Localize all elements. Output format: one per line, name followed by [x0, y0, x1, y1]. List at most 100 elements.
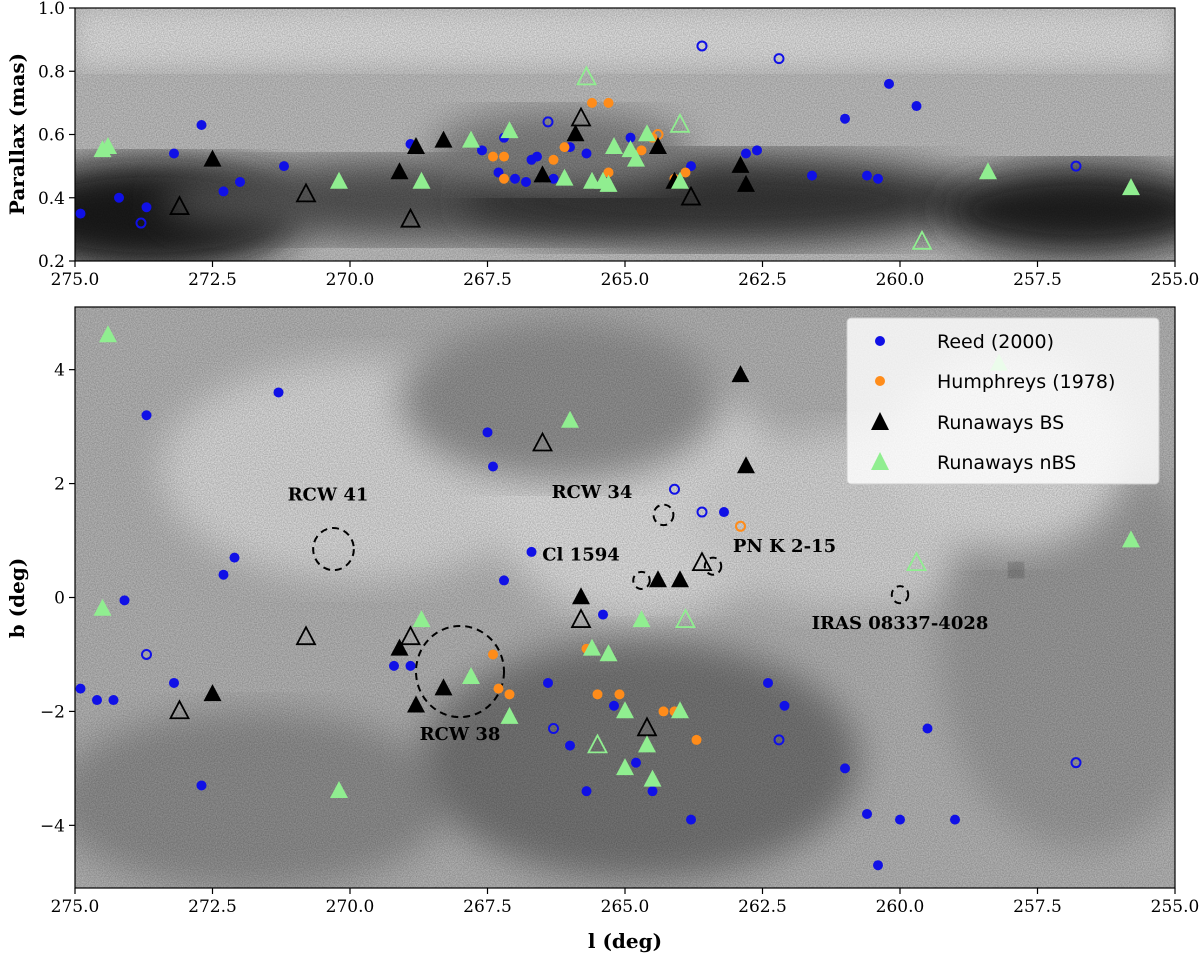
data-point-blue	[141, 202, 152, 213]
y-tick-label: 0.2	[38, 252, 65, 272]
data-point-blue	[625, 132, 636, 143]
data-point-black	[203, 149, 222, 167]
data-point-black	[407, 695, 425, 713]
region-label-iras: IRAS 08337-4028	[812, 613, 989, 634]
x-tick-label: 262.5	[738, 897, 787, 917]
data-point-blue	[873, 860, 883, 871]
data-point-blue	[895, 814, 905, 825]
data-point-black	[572, 587, 590, 605]
data-point-black	[390, 638, 409, 656]
data-point-black-open	[636, 716, 658, 737]
data-point-blue	[488, 461, 498, 472]
data-point-blue	[840, 113, 850, 124]
data-point-blue	[141, 410, 152, 421]
y-tick-label: 0.6	[38, 126, 65, 146]
data-point-blue	[196, 780, 207, 791]
data-point-blue	[581, 148, 592, 159]
data-point-lightgreen-open	[669, 112, 691, 133]
data-point-blue	[235, 176, 245, 187]
data-point-lightgreen	[99, 325, 117, 343]
data-point-blue	[862, 170, 872, 181]
data-point-blue	[75, 208, 86, 219]
data-point-blue	[598, 609, 608, 620]
data-point-blue	[405, 660, 416, 671]
legend-marker-nbs	[871, 452, 889, 470]
data-point-blue-open	[141, 648, 152, 660]
data-point-blue	[499, 575, 509, 586]
x-tick-label: 267.5	[463, 270, 512, 290]
data-point-blue	[911, 101, 922, 112]
data-point-blue-open	[135, 217, 147, 229]
bottom-panel-points	[75, 325, 1140, 871]
x-tick-label: 265.0	[601, 897, 650, 917]
data-point-orange	[488, 151, 498, 162]
y-tick-label: 0	[54, 589, 65, 609]
data-point-blue-open	[1070, 757, 1082, 769]
data-point-blue	[609, 700, 619, 711]
y-tick-label: 1.0	[38, 0, 65, 19]
data-point-blue	[532, 151, 542, 162]
legend-label-bs: Runaways BS	[937, 412, 1064, 434]
data-point-blue	[92, 695, 102, 706]
top-panel-background	[75, 8, 1175, 261]
x-tick-label: 275.0	[51, 270, 100, 290]
data-point-blue	[686, 814, 696, 825]
data-point-orange	[691, 734, 702, 745]
data-point-lightgreen	[330, 780, 348, 798]
x-tick-label: 270.0	[326, 270, 375, 290]
data-point-blue	[75, 683, 86, 694]
data-point-blue	[873, 173, 883, 184]
legend-label-reed: Reed (2000)	[937, 331, 1054, 353]
data-point-lightgreen	[500, 121, 519, 139]
x-tick-label: 267.5	[463, 897, 512, 917]
data-point-lightgreen	[93, 598, 112, 616]
data-point-black-open	[400, 207, 421, 228]
data-point-blue	[482, 427, 493, 438]
bottom-xlabel: l (deg)	[588, 929, 662, 953]
data-point-orange	[658, 706, 669, 717]
data-point-lightgreen	[599, 174, 618, 192]
data-point-black	[731, 365, 750, 383]
data-point-lightgreen	[616, 701, 634, 719]
y-tick-label: 4	[54, 361, 65, 381]
data-point-blue	[950, 814, 960, 825]
data-point-lightgreen	[1122, 178, 1140, 196]
data-point-blue	[779, 700, 790, 711]
data-point-black	[434, 678, 453, 696]
data-point-blue	[862, 808, 872, 819]
data-point-lightgreen	[632, 610, 651, 628]
data-point-blue	[581, 786, 592, 797]
data-point-blue-open	[773, 53, 785, 65]
data-point-blue	[763, 677, 773, 688]
data-point-black	[390, 162, 409, 180]
data-point-lightgreen-open	[911, 229, 933, 250]
data-point-blue	[526, 546, 537, 557]
x-tick-label: 265.0	[601, 270, 650, 290]
data-point-black-open	[295, 625, 317, 646]
data-point-lightgreen	[643, 769, 662, 787]
data-point-blue-open	[669, 483, 680, 495]
data-point-lightgreen	[500, 706, 519, 724]
x-tick-label: 255.0	[1151, 897, 1200, 917]
data-point-blue	[521, 176, 531, 187]
data-point-black	[566, 124, 585, 142]
data-point-blue	[169, 677, 179, 688]
y-tick-label: 0.4	[38, 189, 65, 209]
data-point-orange-open	[735, 520, 746, 532]
region-circle	[652, 503, 675, 527]
legend: Reed (2000) Humphreys (1978) Runaways BS…	[846, 317, 1160, 485]
data-point-blue	[840, 763, 850, 774]
region-label-cl1594: Cl 1594	[542, 544, 620, 565]
data-point-lightgreen	[412, 171, 431, 189]
data-point-blue	[196, 120, 207, 131]
region-label-pnk215: PN K 2-15	[733, 536, 836, 557]
legend-box	[846, 317, 1160, 485]
top-ylabel: Parallax (mas)	[5, 53, 29, 215]
data-point-lightgreen	[462, 667, 480, 685]
data-point-blue-open	[542, 116, 554, 128]
data-point-black-open	[169, 195, 190, 215]
x-tick-label: 270.0	[326, 897, 375, 917]
data-point-lightgreen	[638, 735, 656, 753]
data-point-blue	[510, 173, 520, 184]
data-point-black	[671, 570, 689, 588]
